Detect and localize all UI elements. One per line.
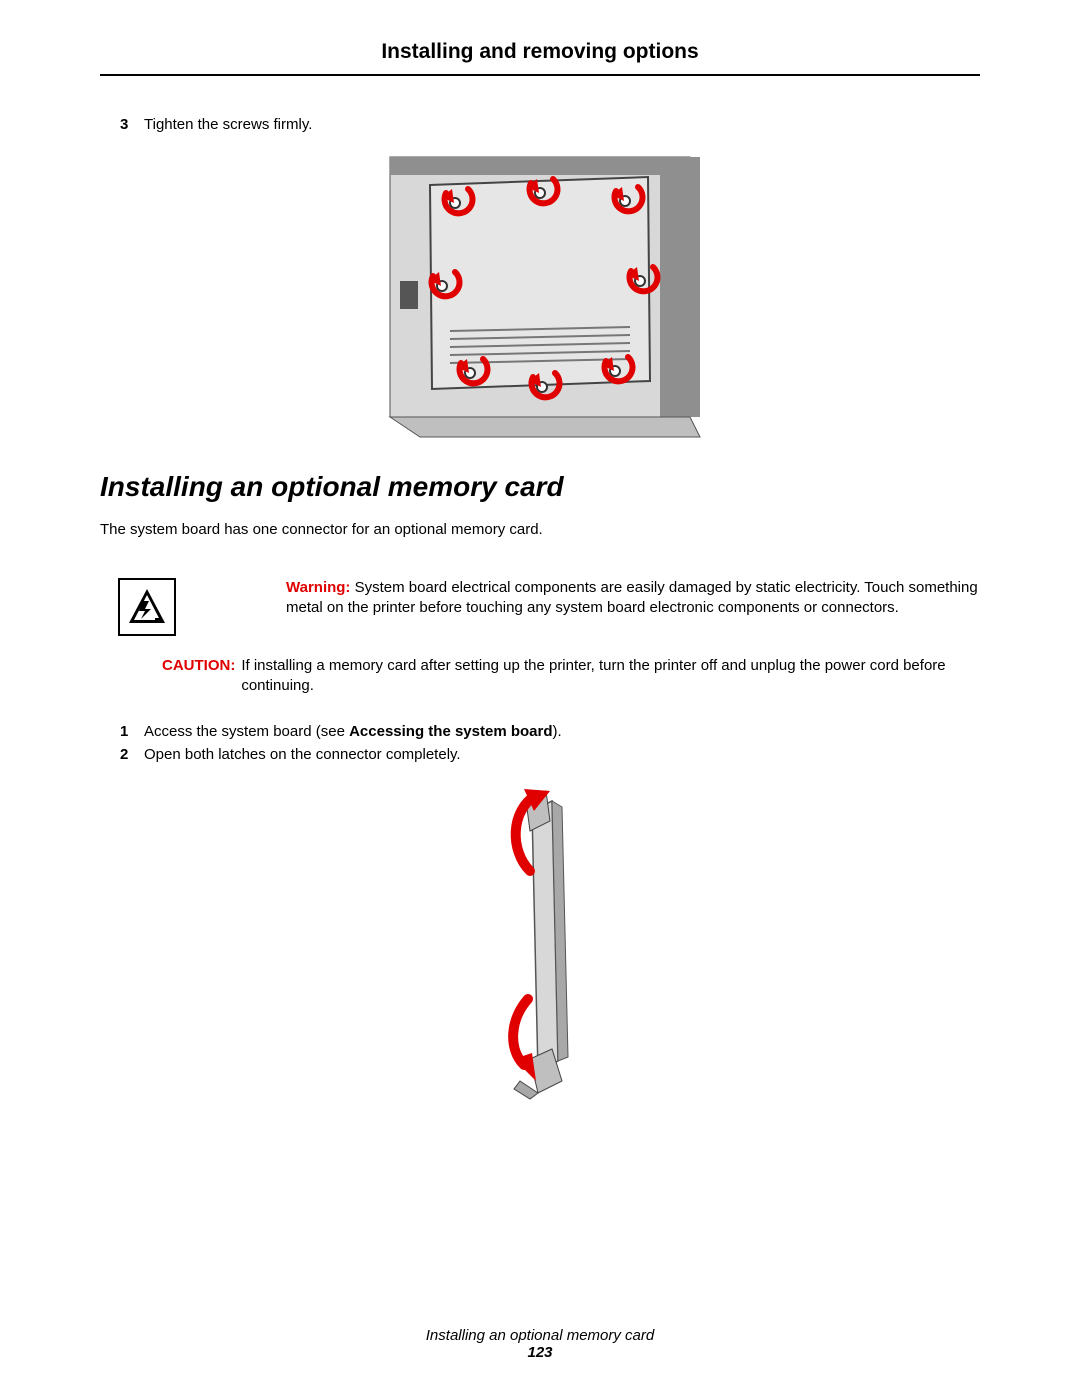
step-3: 3 Tighten the screws firmly.	[120, 116, 980, 133]
caution-text: If installing a memory card after settin…	[241, 656, 980, 697]
step-text: Tighten the screws firmly.	[144, 116, 980, 133]
figure-screws	[100, 151, 980, 441]
footer-page-number: 123	[0, 1344, 1080, 1361]
section-heading: Installing an optional memory card	[100, 471, 980, 503]
caution-block: CAUTION: If installing a memory card aft…	[162, 656, 980, 697]
step2-text: Open both latches on the connector compl…	[144, 746, 980, 763]
warning-block: Warning: System board electrical compone…	[100, 578, 980, 636]
esd-icon	[118, 578, 176, 636]
step-2: 2 Open both latches on the connector com…	[120, 746, 980, 763]
figure-latch	[100, 781, 980, 1101]
step-number: 2	[120, 746, 144, 763]
warning-label: Warning:	[286, 579, 350, 596]
step1-suffix: ).	[553, 723, 562, 740]
step1-link[interactable]: Accessing the system board	[349, 723, 552, 740]
section-intro: The system board has one connector for a…	[100, 521, 980, 538]
caution-label: CAUTION:	[162, 656, 235, 676]
page-footer: Installing an optional memory card 123	[0, 1327, 1080, 1361]
step1-prefix: Access the system board (see	[144, 723, 349, 740]
footer-title: Installing an optional memory card	[0, 1327, 1080, 1344]
step-number: 1	[120, 723, 144, 740]
header-divider	[100, 74, 980, 76]
step-1: 1 Access the system board (see Accessing…	[120, 723, 980, 740]
chapter-title: Installing and removing options	[100, 40, 980, 74]
step-number: 3	[120, 116, 144, 133]
warning-text: System board electrical components are e…	[286, 579, 978, 616]
